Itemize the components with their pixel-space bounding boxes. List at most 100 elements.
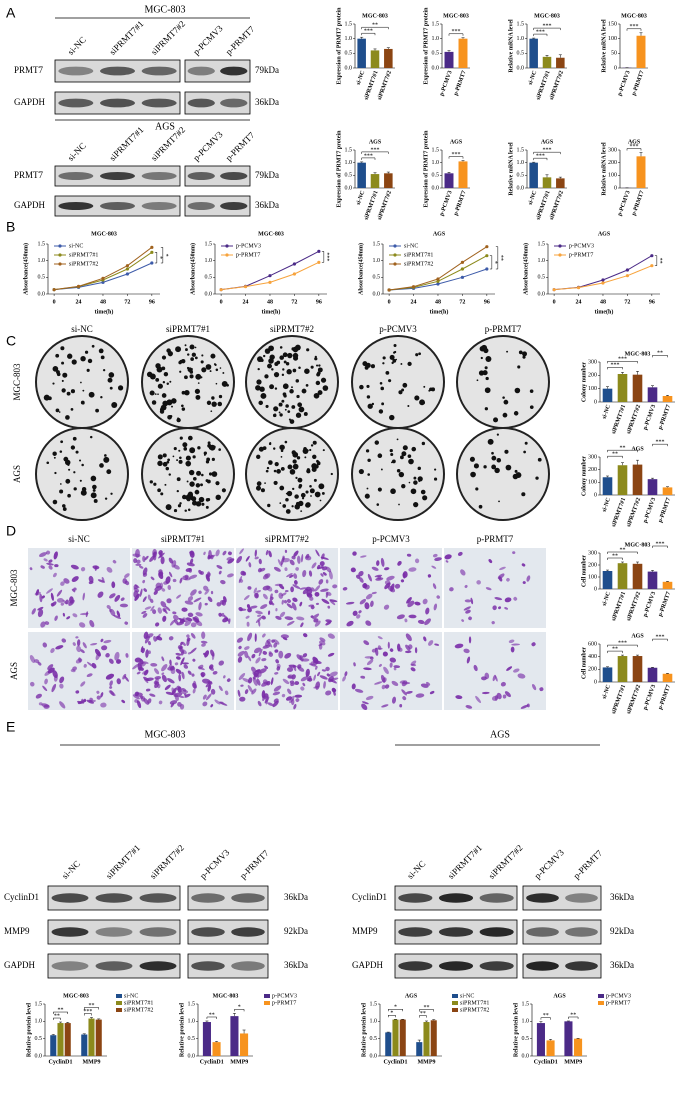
bar bbox=[564, 1021, 573, 1056]
colony bbox=[92, 488, 96, 492]
sig-bracket bbox=[626, 148, 642, 151]
cell bbox=[423, 636, 427, 642]
blot-band bbox=[187, 66, 215, 76]
blot-band bbox=[565, 961, 598, 971]
cell bbox=[124, 573, 130, 579]
colony bbox=[496, 457, 502, 463]
x-tick-label: CyclinD1 bbox=[49, 1059, 73, 1065]
cell bbox=[47, 664, 54, 670]
colony bbox=[187, 491, 193, 497]
sig-label: *** bbox=[452, 29, 461, 35]
cell bbox=[382, 651, 388, 657]
y-tick-label: 0.0 bbox=[522, 1053, 530, 1059]
cell bbox=[282, 637, 288, 641]
chart-title: MGC-803 bbox=[213, 993, 239, 999]
chart-title: AGS bbox=[369, 139, 382, 145]
cell bbox=[218, 701, 224, 704]
cell bbox=[51, 683, 57, 693]
cell bbox=[284, 567, 288, 572]
point bbox=[485, 254, 489, 258]
cell bbox=[161, 588, 166, 592]
colony bbox=[420, 489, 426, 495]
y-axis-label: Relative protein level bbox=[361, 1003, 367, 1058]
legend-label: siPRMT7#2 bbox=[404, 261, 433, 267]
bar bbox=[602, 477, 613, 495]
colony bbox=[100, 355, 105, 360]
sig-bracket bbox=[361, 151, 389, 154]
colony bbox=[155, 363, 161, 369]
colony bbox=[263, 354, 266, 358]
cell bbox=[420, 683, 429, 688]
colony bbox=[401, 483, 406, 489]
cell bbox=[375, 577, 384, 581]
chart-title: MGC-803 bbox=[443, 13, 469, 19]
cell bbox=[269, 596, 274, 601]
sig-bracket bbox=[652, 443, 668, 447]
cell bbox=[215, 549, 220, 557]
cell bbox=[253, 669, 260, 678]
sig-label: ** bbox=[54, 1013, 60, 1019]
blot-frame bbox=[184, 165, 251, 187]
cell bbox=[239, 548, 244, 555]
cell bbox=[360, 555, 367, 558]
cell bbox=[220, 580, 226, 585]
colony bbox=[502, 412, 508, 418]
cell bbox=[254, 556, 259, 560]
colony bbox=[65, 415, 70, 420]
cell bbox=[109, 593, 116, 599]
bar bbox=[57, 1023, 64, 1056]
cell bbox=[133, 558, 138, 564]
x-tick-label: MMP9 bbox=[83, 1059, 101, 1065]
x-axis-label: time(h) bbox=[262, 308, 281, 315]
x-tick-label: siPRMT7#2 bbox=[377, 70, 393, 101]
colony bbox=[264, 482, 266, 484]
sig-bracket bbox=[607, 455, 623, 459]
y-tick-label: 1.5 bbox=[345, 21, 353, 27]
colony bbox=[274, 462, 279, 467]
cell bbox=[60, 602, 65, 606]
y-tick-label: 1.5 bbox=[522, 1001, 530, 1007]
bar bbox=[647, 571, 658, 589]
cell bbox=[269, 601, 273, 605]
cell bbox=[520, 704, 529, 709]
cell bbox=[371, 648, 377, 653]
colony bbox=[380, 468, 383, 471]
cell bbox=[40, 621, 46, 628]
legend-label: siPRMT7#2 bbox=[460, 1007, 489, 1013]
bar bbox=[662, 487, 673, 495]
bar bbox=[647, 667, 658, 682]
cell bbox=[202, 701, 208, 707]
colony bbox=[291, 505, 294, 508]
sig-bracket bbox=[448, 33, 464, 36]
colony bbox=[480, 356, 483, 360]
legend-label: si-NC bbox=[404, 243, 418, 249]
cell bbox=[401, 689, 407, 696]
x-tick-label: siPRMT7#2 bbox=[549, 190, 565, 221]
cell bbox=[299, 655, 304, 662]
y-axis-label: Expression of PRMT7 protein bbox=[423, 130, 429, 208]
bar bbox=[399, 1019, 406, 1056]
cell bbox=[499, 566, 506, 571]
colony bbox=[257, 356, 263, 363]
cell bbox=[134, 657, 142, 663]
colony bbox=[367, 473, 371, 476]
x-tick-label: 72 bbox=[124, 299, 130, 305]
cell bbox=[245, 615, 250, 619]
cell bbox=[65, 599, 69, 605]
cell bbox=[106, 605, 111, 610]
bar bbox=[430, 1020, 437, 1056]
x-tick-label: 48 bbox=[600, 299, 606, 305]
cell bbox=[280, 634, 289, 639]
colony bbox=[278, 411, 281, 414]
colony bbox=[205, 498, 210, 502]
colony bbox=[367, 458, 371, 463]
colony bbox=[65, 478, 71, 484]
cell bbox=[361, 701, 369, 705]
cell bbox=[143, 588, 147, 592]
cell bbox=[422, 598, 428, 605]
colony bbox=[259, 386, 265, 392]
cell bbox=[331, 687, 336, 693]
x-tick-label: si-NC bbox=[356, 70, 367, 86]
colony bbox=[211, 401, 217, 407]
cell bbox=[175, 668, 182, 675]
